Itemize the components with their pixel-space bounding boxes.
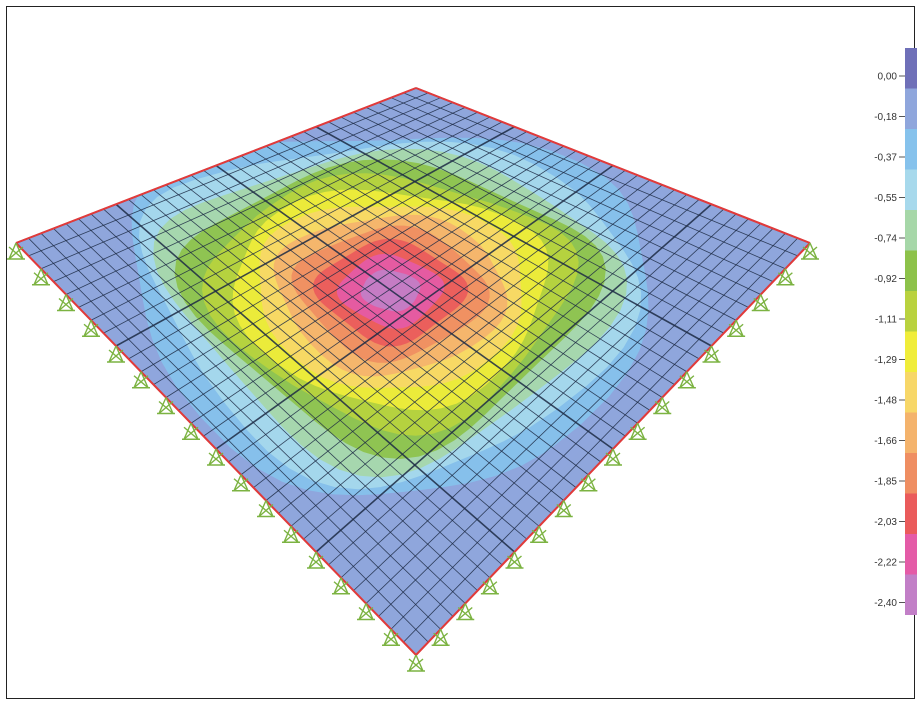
- legend-label: -2,03: [874, 517, 897, 528]
- legend-label: -0,55: [874, 193, 897, 204]
- support-icon: [801, 242, 819, 260]
- legend-label: -1,48: [874, 396, 897, 407]
- support-icon: [554, 500, 573, 518]
- support-icon: [7, 242, 25, 260]
- support-icon: [579, 474, 598, 492]
- legend-label: -0,18: [874, 112, 897, 123]
- mesh-line: [228, 160, 626, 437]
- support-icon: [32, 268, 50, 286]
- support-icon: [132, 371, 150, 389]
- mesh-line: [390, 97, 786, 270]
- legend-label: -1,66: [874, 436, 897, 447]
- mesh-line: [353, 111, 749, 308]
- legend-label: -0,92: [874, 274, 897, 285]
- support-icon: [282, 525, 300, 543]
- mesh-line: [365, 107, 761, 295]
- legend-swatch: [905, 453, 917, 494]
- legend-swatch: [905, 291, 917, 332]
- support-icon: [307, 551, 325, 569]
- mesh-line: [265, 145, 663, 398]
- legend-swatch: [905, 534, 917, 575]
- plate-edge: [15, 87, 417, 244]
- legend-label: -1,29: [874, 355, 897, 366]
- legend-swatch: [905, 493, 917, 534]
- mesh-line: [265, 184, 663, 501]
- legend-label: -1,11: [875, 315, 897, 326]
- mesh-line: [303, 131, 700, 360]
- support-icon: [702, 345, 721, 363]
- legend-label: -2,22: [874, 558, 897, 569]
- support-icon: [257, 500, 275, 518]
- mesh-line: [253, 150, 651, 411]
- mesh-line: [228, 170, 626, 463]
- mesh-line: [315, 126, 712, 347]
- support-icon: [232, 474, 250, 492]
- legend-swatch: [905, 372, 917, 413]
- mesh-line: [240, 155, 638, 424]
- support-icon: [332, 577, 350, 595]
- legend-swatch: [905, 331, 917, 372]
- support-icon: [57, 294, 75, 312]
- legend-swatch: [905, 129, 917, 170]
- mesh-line: [278, 140, 675, 385]
- legend-swatch: [905, 88, 917, 129]
- support-icon: [751, 294, 770, 312]
- legend-label: -1,85: [874, 477, 897, 488]
- mesh-line: [378, 228, 774, 617]
- mesh-line: [365, 223, 762, 604]
- mesh-line: [240, 174, 638, 476]
- support-icon: [207, 448, 225, 466]
- legend-swatch: [905, 250, 917, 291]
- support-icon: [727, 319, 746, 337]
- legend-swatch: [905, 412, 917, 453]
- support-icon: [456, 603, 475, 621]
- mesh-line: [340, 213, 737, 579]
- mesh-line: [315, 203, 713, 553]
- legend-label: -0,37: [874, 153, 897, 164]
- mesh-line: [340, 116, 737, 321]
- support-icon: [407, 654, 425, 672]
- support-icon: [107, 345, 125, 363]
- mesh-line: [290, 136, 688, 373]
- mesh-line: [290, 194, 688, 527]
- mesh-line: [253, 179, 651, 488]
- mesh-line: [278, 189, 675, 514]
- plate-supports: [7, 242, 819, 672]
- mesh-line: [328, 121, 725, 334]
- support-icon: [653, 397, 672, 415]
- support-icon: [628, 422, 647, 440]
- support-icon: [604, 448, 622, 466]
- mesh-line: [303, 199, 700, 540]
- support-icon: [431, 628, 450, 646]
- mesh-line: [215, 164, 614, 450]
- color-legend: 0,00 -0,18 -0,37 -0,55 -0,74 -0,92 -1,11 -1,29 -…: [874, 48, 917, 615]
- legend-swatch: [905, 48, 917, 89]
- support-icon: [382, 628, 400, 646]
- support-icon: [776, 268, 795, 286]
- support-icon: [480, 577, 499, 595]
- mesh-line: [390, 233, 786, 630]
- support-icon: [157, 397, 175, 415]
- legend-label: -0,74: [874, 234, 897, 245]
- support-icon: [357, 603, 375, 621]
- support-icon: [505, 551, 524, 569]
- plate-edge: [415, 87, 811, 244]
- mesh-line: [328, 208, 725, 566]
- legend-swatch: [905, 169, 917, 210]
- legend-swatch: [905, 574, 917, 615]
- legend-swatch: [905, 210, 917, 251]
- mesh-line: [378, 102, 774, 282]
- legend-label: 0,00: [878, 72, 898, 83]
- mesh-line: [353, 218, 749, 591]
- support-icon: [82, 319, 100, 337]
- legend-label: -2,40: [874, 598, 897, 609]
- support-icon: [182, 422, 200, 440]
- support-icon: [677, 371, 696, 389]
- mesh-line: [403, 92, 798, 257]
- support-icon: [530, 525, 549, 543]
- mesh-line: [403, 237, 798, 643]
